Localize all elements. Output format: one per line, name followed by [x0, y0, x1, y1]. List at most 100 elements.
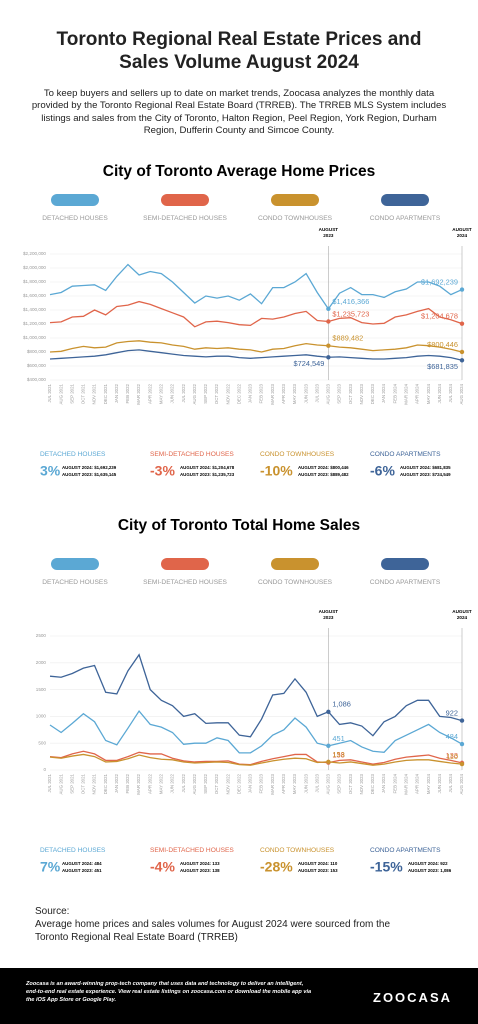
stat-previous: AUGUST 2023: $1,635,145	[62, 472, 117, 477]
y-tick-label: 500	[38, 740, 46, 745]
point	[326, 306, 331, 312]
intro-text: To keep buyers and sellers up to date on…	[31, 88, 447, 137]
point	[459, 321, 465, 326]
x-tick-label: NOV 2021	[92, 773, 97, 794]
x-tick-label: AUG 2021	[58, 773, 63, 794]
x-tick-label: OCT 2023	[348, 383, 353, 404]
x-tick-label: APR 2024	[415, 773, 420, 794]
stat-previous: AUGUST 2023: 1,086	[408, 868, 452, 873]
data-label: $1,235,723	[332, 309, 369, 318]
x-tick-label: MAY 2023	[292, 383, 297, 404]
stat-current: AUGUST 2024: 133	[180, 861, 220, 866]
x-tick-label: JAN 2023	[248, 383, 253, 403]
logo: ZOOCASA	[373, 990, 452, 1005]
x-tick-label: JAN 2024	[381, 773, 386, 793]
x-tick-label: AUG 2022	[192, 773, 197, 794]
data-label: 1,086	[332, 700, 351, 709]
data-label: 451	[332, 734, 344, 743]
x-tick-label: OCT 2022	[214, 773, 219, 794]
legend-swatch	[381, 558, 429, 570]
stat-previous: AUGUST 2023: 451	[62, 868, 102, 873]
marker-label: AUGUST 2023	[319, 227, 339, 238]
legend-label: CONDO APARTMENTS	[370, 215, 441, 222]
x-tick-label: DEC 2022	[236, 773, 241, 794]
y-tick-label: $1,000,000	[23, 335, 46, 340]
stat-current: AUGUST 2024: 484	[62, 861, 102, 866]
stat-change: -4%	[150, 859, 175, 875]
page-title: Toronto Regional Real Estate Prices and …	[56, 29, 422, 73]
x-tick-label: APR 2022	[147, 773, 152, 794]
series-line	[49, 709, 463, 754]
stat-current: AUGUST 2024: $800,446	[298, 465, 349, 470]
x-tick-label: MAY 2022	[159, 383, 164, 404]
y-tick-label: 2500	[36, 633, 47, 638]
series-line	[49, 263, 463, 310]
x-tick-label: MAR 2023	[270, 773, 275, 794]
legend-swatch	[161, 194, 209, 206]
x-tick-label: JUL 2022	[181, 383, 186, 402]
x-tick-label: JUL 2022	[181, 773, 186, 792]
series-line	[49, 750, 463, 766]
data-label: $800,446	[427, 340, 458, 349]
x-tick-label: JUL 2023	[314, 383, 319, 402]
data-label: $1,692,239	[421, 277, 458, 286]
point	[326, 743, 331, 749]
x-tick-label: AUG 2023	[326, 773, 331, 794]
data-label: $1,416,366	[332, 297, 369, 306]
source-text: Average home prices and sales volumes fo…	[35, 919, 391, 943]
stat-change: -15%	[370, 859, 403, 875]
x-tick-label: NOV 2022	[225, 383, 230, 404]
stat-current: AUGUST 2024: $681,835	[400, 465, 451, 470]
data-label: 484	[446, 732, 458, 741]
data-label: 133	[446, 751, 458, 760]
x-tick-label: OCT 2021	[81, 383, 86, 404]
point	[459, 349, 465, 355]
stat-name: DETACHED HOUSES	[40, 451, 106, 458]
x-tick-label: JUN 2024	[437, 773, 442, 793]
source-heading: Source:	[35, 906, 70, 917]
x-tick-label: APR 2023	[281, 383, 286, 404]
x-tick-label: OCT 2022	[214, 383, 219, 404]
data-label: 153	[332, 750, 344, 759]
x-tick-label: DEC 2023	[370, 383, 375, 404]
legend-swatch	[51, 194, 99, 206]
chart-title: City of Toronto Average Home Prices	[103, 163, 375, 180]
y-tick-label: $1,200,000	[23, 321, 46, 326]
series-line	[49, 340, 463, 353]
x-tick-label: APR 2022	[147, 383, 152, 404]
x-tick-label: MAY 2024	[426, 773, 431, 794]
x-tick-label: JAN 2024	[381, 383, 386, 403]
x-tick-label: JAN 2022	[114, 773, 119, 793]
stat-name: SEMI-DETACHED HOUSES	[150, 847, 234, 854]
point	[459, 287, 465, 292]
stat-change: 3%	[40, 463, 61, 479]
legend-label: CONDO APARTMENTS	[370, 579, 441, 586]
x-tick-label: APR 2023	[281, 773, 286, 794]
x-tick-label: JAN 2022	[114, 383, 119, 403]
point	[459, 718, 465, 723]
stat-name: CONDO TOWNHOUSES	[260, 451, 335, 458]
point	[326, 709, 331, 714]
y-tick-label: $1,600,000	[23, 293, 46, 298]
x-tick-label: AUG 2024	[459, 383, 464, 404]
x-tick-label: MAY 2024	[426, 383, 431, 404]
x-tick-label: APR 2024	[415, 383, 420, 404]
stat-change: -3%	[150, 463, 175, 479]
stat-name: CONDO APARTMENTS	[370, 847, 441, 854]
data-label: $681,835	[427, 362, 458, 371]
point	[459, 741, 465, 747]
stat-previous: AUGUST 2023: 153	[298, 868, 338, 873]
x-tick-label: FEB 2024	[392, 773, 397, 793]
x-tick-label: JUN 2022	[170, 383, 175, 403]
x-tick-label: AUG 2024	[459, 773, 464, 794]
y-tick-label: 0	[43, 767, 46, 772]
stat-name: DETACHED HOUSES	[40, 847, 106, 854]
legend-label: CONDO TOWNHOUSES	[258, 579, 333, 586]
sales-chart: City of Toronto Total Home Sales DETACHED…	[36, 517, 472, 875]
x-tick-label: NOV 2023	[359, 383, 364, 404]
price-chart: City of Toronto Average Home Prices DETAC…	[23, 163, 472, 479]
y-tick-label: $1,400,000	[23, 307, 46, 312]
data-label: $889,482	[332, 334, 363, 343]
legend-swatch	[271, 194, 319, 206]
x-tick-label: JUL 2024	[448, 383, 453, 402]
